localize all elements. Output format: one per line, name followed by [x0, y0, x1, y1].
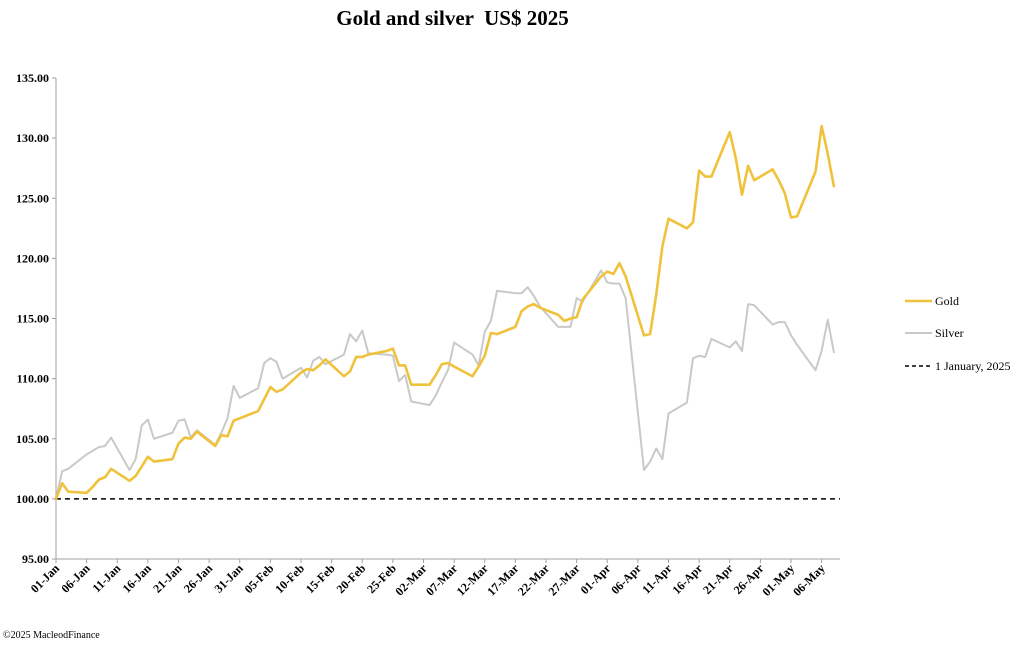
legend-label: Gold	[935, 294, 959, 308]
x-tick-label: 10-Feb	[272, 561, 307, 596]
y-tick-label: 130.00	[16, 131, 49, 145]
x-tick-label: 06-Jan	[58, 561, 93, 596]
x-tick-label: 15-Feb	[303, 561, 338, 596]
x-tick-label: 26-Jan	[181, 561, 216, 596]
y-tick-label: 115.00	[17, 312, 49, 326]
y-tick-label: 135.00	[16, 71, 49, 85]
y-tick-label: 100.00	[16, 492, 49, 506]
y-tick-label: 95.00	[22, 552, 49, 566]
x-tick-label: 16-Apr	[669, 561, 705, 597]
x-tick-label: 12-Mar	[454, 561, 492, 599]
y-tick-label: 105.00	[16, 432, 49, 446]
series-group	[54, 124, 836, 501]
series-line-gold	[54, 124, 836, 501]
x-tick-label: 21-Jan	[150, 561, 185, 596]
x-tick-label: 01-Jan	[28, 561, 63, 596]
copyright-text: ©2025 MacleodFinance	[3, 630, 100, 641]
y-tick-label: 110.00	[17, 372, 49, 386]
x-tick-label: 21-Apr	[700, 561, 736, 597]
chart-title: Gold and silver US$ 2025	[336, 6, 569, 30]
x-tick-label: 02-Mar	[392, 561, 430, 599]
x-tick-label: 06-May	[790, 561, 828, 599]
series-line-silver	[55, 269, 835, 500]
x-tick-label: 31-Jan	[211, 561, 246, 596]
y-tick-label: 120.00	[16, 251, 49, 265]
x-tick-label: 11-Jan	[89, 561, 123, 595]
y-axis-ticks: 95.00 100.00 105.00 110.00 115.00 120.00 125.0…	[16, 71, 56, 566]
x-tick-label: 22-Mar	[515, 561, 553, 599]
legend-label: Silver	[935, 326, 964, 340]
x-tick-label: 07-Mar	[423, 561, 461, 599]
x-tick-label: 01-Apr	[578, 561, 614, 597]
chart-legend: Gold Silver 1 January, 2025	[905, 294, 1011, 373]
y-tick-label: 125.00	[16, 191, 49, 205]
x-tick-label: 05-Feb	[242, 561, 277, 596]
legend-label: 1 January, 2025	[935, 359, 1011, 373]
x-tick-label: 06-Apr	[608, 561, 644, 597]
x-axis-ticks: 01-Jan06-Jan11-Jan16-Jan21-Jan26-Jan31-J…	[28, 559, 828, 599]
x-tick-label: 16-Jan	[120, 561, 155, 596]
x-tick-label: 01-May	[759, 561, 797, 599]
x-tick-label: 27-Mar	[546, 561, 584, 599]
x-tick-label: 11-Apr	[639, 561, 675, 597]
x-tick-label: 20-Feb	[333, 561, 368, 596]
x-tick-label: 17-Mar	[484, 561, 522, 599]
